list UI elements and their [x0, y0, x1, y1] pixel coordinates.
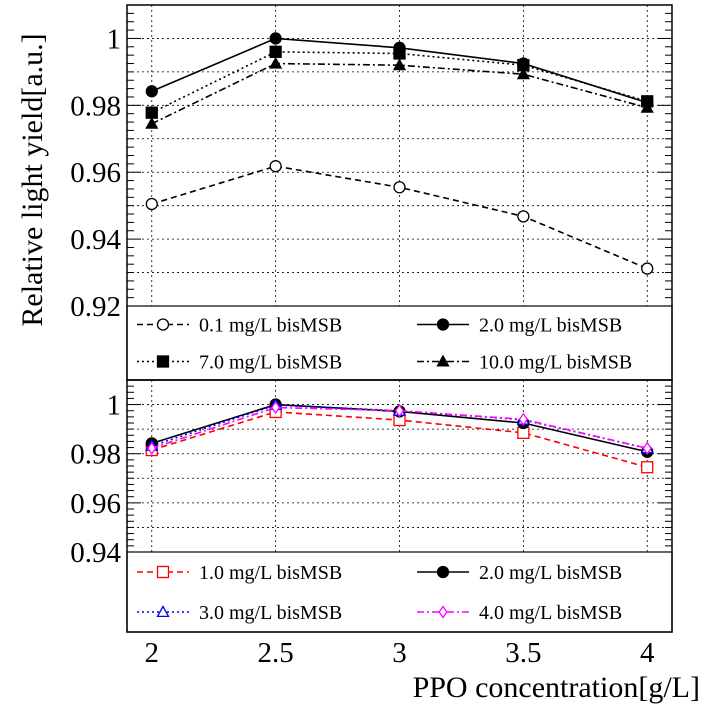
data-point	[145, 85, 158, 98]
x-tick-label: 3.5	[505, 637, 541, 669]
y-tick-label: 0.96	[70, 488, 121, 520]
data-point	[641, 262, 654, 275]
y-tick-label: 0.96	[70, 157, 121, 189]
data-point	[269, 32, 282, 45]
legend-label: 2.0 mg/L bisMSB	[479, 315, 622, 337]
legend-label: 7.0 mg/L bisMSB	[199, 352, 342, 374]
data-point	[393, 47, 406, 60]
data-point	[394, 404, 405, 418]
data-point	[518, 412, 529, 426]
x-tick-label: 4	[640, 637, 655, 669]
x-tick-label: 2.5	[258, 637, 294, 669]
legend-marker	[156, 565, 170, 579]
data-point	[145, 197, 158, 211]
data-point	[393, 181, 406, 194]
x-axis-label: PPO concentration[g/L]	[413, 671, 700, 704]
y-tick-label: 1	[107, 390, 122, 422]
top-panel: 0.92 0.94 0.96 0.98 1 0.1 mg/L bisMSB 2.0 mg/L…	[70, 4, 673, 381]
y-axis-label: Relative light yield[a.u.]	[16, 33, 49, 326]
legend-label: 1.0 mg/L bisMSB	[199, 562, 342, 584]
data-point	[640, 100, 654, 113]
data-point	[392, 58, 407, 71]
data-point	[269, 56, 283, 69]
legend-label: 4.0 mg/L bisMSB	[479, 602, 622, 624]
legend-marker	[438, 605, 448, 619]
legend-marker	[156, 355, 170, 368]
legend-marker	[156, 318, 170, 331]
legend-label: 10.0 mg/L bisMSB	[479, 352, 632, 374]
x-tick-label: 3	[392, 637, 407, 669]
y-tick-label: 0.92	[70, 291, 121, 323]
y-tick-label: 0.98	[70, 439, 121, 471]
y-tick-label: 1	[107, 23, 122, 55]
y-tick-label: 0.94	[70, 224, 121, 256]
plot-frame	[126, 379, 673, 633]
y-tick-label: 0.94	[70, 537, 121, 569]
x-tick-label: 2	[145, 637, 160, 669]
data-point	[517, 210, 530, 223]
data-point	[145, 116, 159, 129]
bottom-panel: 0.94 0.96 0.98 1 2 2.5 3 3.5 4 1.0 mg/L bisMSB 2.0…	[70, 379, 673, 669]
legend-box	[126, 305, 673, 381]
data-point	[269, 45, 282, 58]
series-line	[151, 406, 648, 450]
legend-marker	[436, 318, 450, 331]
legend-marker	[436, 354, 450, 367]
legend-label: 2.0 mg/L bisMSB	[479, 562, 622, 584]
data-point	[516, 67, 530, 80]
y-tick-label: 0.98	[70, 90, 121, 122]
legend-label: 0.1 mg/L bisMSB	[199, 315, 342, 337]
data-point	[147, 441, 157, 455]
legend-marker	[436, 565, 450, 579]
legend-marker	[156, 605, 170, 618]
series-line	[151, 62, 648, 125]
data-point	[270, 400, 281, 415]
data-point	[641, 461, 654, 474]
data-point	[269, 160, 282, 173]
data-point	[642, 441, 652, 455]
legend-label: 3.0 mg/L bisMSB	[199, 602, 342, 624]
data-point	[145, 106, 158, 119]
